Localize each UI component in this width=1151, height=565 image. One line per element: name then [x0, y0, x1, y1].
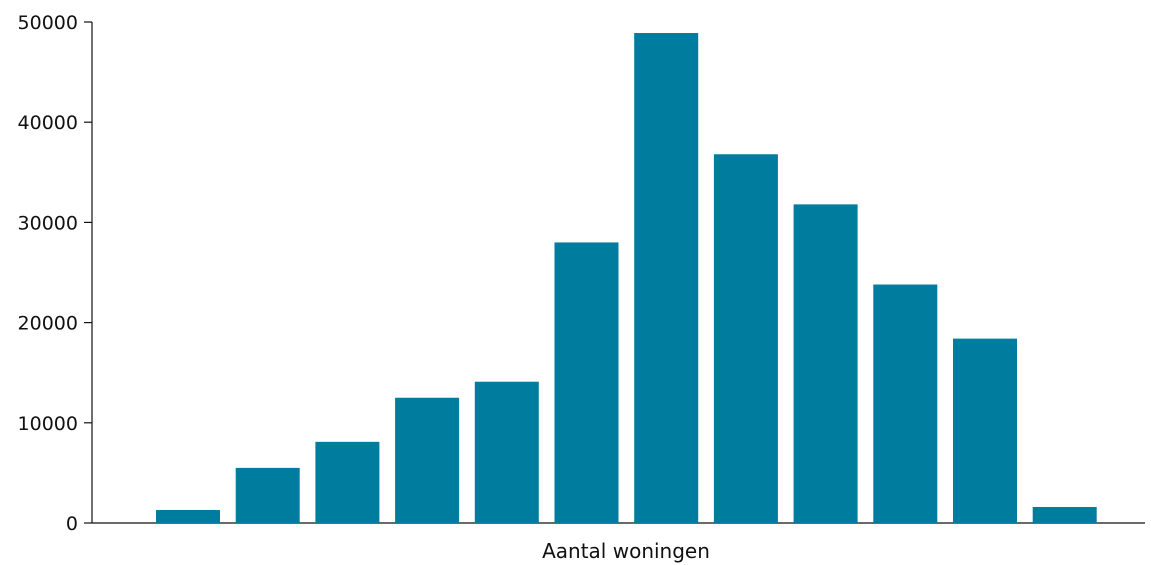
bar-11 [953, 338, 1017, 523]
y-tick-label: 40000 [18, 112, 78, 134]
bar-9 [793, 204, 858, 523]
bar-4 [395, 397, 460, 523]
bar-10 [873, 284, 938, 523]
y-tick-label: 20000 [18, 313, 78, 335]
y-tick-label: 0 [66, 513, 78, 535]
y-tick-label: 50000 [18, 12, 78, 34]
bars [156, 33, 1097, 523]
bar-6 [554, 242, 619, 523]
y-tick-label: 30000 [18, 212, 78, 234]
bar-8 [713, 154, 778, 523]
bar-7 [634, 33, 699, 523]
bar-3 [315, 441, 380, 523]
x-axis-title: Aantal woningen [542, 539, 710, 563]
bar-1 [156, 509, 220, 523]
y-tick-label: 10000 [18, 413, 78, 435]
bar-12 [1032, 506, 1097, 523]
bar-5 [474, 381, 539, 523]
bar-2 [235, 467, 300, 523]
y-axis: 0 10000 20000 30000 40000 50000 [18, 12, 93, 535]
